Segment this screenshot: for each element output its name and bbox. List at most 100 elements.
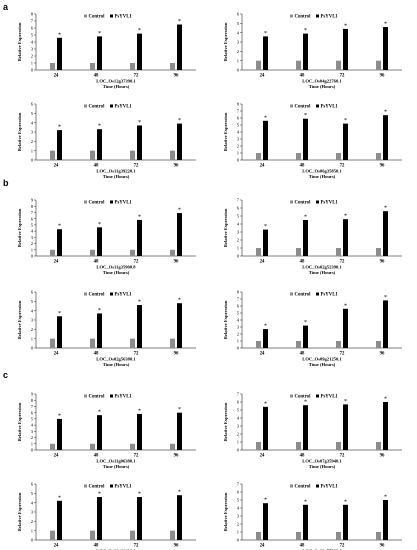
x-tick-label: 24 bbox=[54, 454, 59, 459]
x-axis-title: Time (Hours) bbox=[309, 464, 336, 469]
bar-treatment-24 bbox=[263, 120, 268, 160]
x-axis-title: Time (Hours) bbox=[103, 464, 130, 469]
legend-label-control: Control bbox=[89, 201, 106, 206]
significance-star: * bbox=[304, 28, 307, 34]
gene-label: LOC_Os03g57330.1 bbox=[302, 549, 342, 550]
significance-star: * bbox=[98, 492, 101, 498]
legend-label-control: Control bbox=[295, 485, 312, 490]
bar-treatment-48 bbox=[97, 313, 102, 348]
legend-swatch-control bbox=[84, 292, 87, 296]
x-tick-label: 96 bbox=[174, 74, 179, 79]
y-tick-label: 2 bbox=[237, 144, 240, 149]
bar-treatment-48 bbox=[303, 504, 308, 540]
x-tick-label: 24 bbox=[260, 544, 265, 549]
bar-control-72 bbox=[336, 153, 341, 160]
bar-control-24 bbox=[256, 532, 261, 540]
legend-label-control: Control bbox=[295, 395, 312, 400]
gene-label: LOC_Os02g56380.1 bbox=[96, 357, 136, 362]
bar-treatment-96 bbox=[383, 27, 388, 70]
y-tick-label: 2 bbox=[237, 238, 240, 243]
legend-label-treatment: PsYVL1 bbox=[115, 15, 133, 20]
significance-star: * bbox=[264, 324, 267, 330]
y-tick-label: 0 bbox=[237, 346, 240, 351]
legend-label-control: Control bbox=[295, 15, 312, 20]
bar-treatment-72 bbox=[343, 123, 348, 160]
x-tick-label: 48 bbox=[94, 454, 99, 459]
significance-star: * bbox=[178, 298, 181, 304]
y-tick-label: 5 bbox=[31, 222, 34, 227]
significance-star: * bbox=[304, 215, 307, 221]
bar-treatment-24 bbox=[263, 229, 268, 256]
y-axis-label: Relative Expression bbox=[17, 300, 22, 339]
significance-star: * bbox=[138, 28, 141, 34]
significance-star: * bbox=[178, 118, 181, 124]
significance-star: * bbox=[58, 311, 61, 317]
x-tick-label: 96 bbox=[174, 260, 179, 265]
x-tick-label: 24 bbox=[260, 260, 265, 265]
y-tick-label: 0 bbox=[237, 538, 240, 543]
bar-control-72 bbox=[130, 249, 135, 256]
chart-10: Relative Expression 0 1 2 3 4 5 6 7 Control PsYVL1… bbox=[223, 392, 402, 469]
chart-2: Relative Expression 0 1 2 3 4 5 6 Control PsYVL1 *… bbox=[223, 12, 402, 89]
y-tick-label: 4 bbox=[31, 308, 34, 313]
y-tick-label: 0 bbox=[237, 68, 240, 73]
bar-treatment-48 bbox=[97, 497, 102, 540]
y-tick-label: 3 bbox=[31, 510, 34, 515]
x-tick-label: 96 bbox=[380, 260, 385, 265]
y-tick-label: 8 bbox=[237, 102, 240, 107]
y-tick-label: 1 bbox=[237, 151, 240, 156]
legend-label-treatment: PsYVL1 bbox=[321, 15, 339, 20]
x-tick-label: 96 bbox=[174, 164, 179, 169]
significance-star: * bbox=[344, 303, 347, 309]
bar-control-48 bbox=[90, 443, 95, 450]
y-tick-label: 1 bbox=[31, 148, 34, 153]
y-tick-label: 3 bbox=[31, 318, 34, 323]
bar-treatment-24 bbox=[263, 329, 268, 348]
bar-treatment-72 bbox=[137, 219, 142, 256]
x-tick-label: 24 bbox=[54, 164, 59, 169]
bar-treatment-48 bbox=[303, 33, 308, 70]
bar-control-96 bbox=[376, 153, 381, 160]
x-axis-title: Time (Hours) bbox=[309, 270, 336, 275]
legend-label-treatment: PsYVL1 bbox=[321, 293, 339, 298]
y-tick-label: 0 bbox=[237, 158, 240, 163]
y-tick-label: 2 bbox=[237, 49, 240, 54]
bar-control-48 bbox=[90, 338, 95, 348]
bar-treatment-72 bbox=[343, 308, 348, 348]
bar-treatment-96 bbox=[177, 412, 182, 450]
legend-swatch-treatment bbox=[110, 200, 113, 204]
legend-label-treatment: PsYVL1 bbox=[321, 485, 339, 490]
legend-swatch-control bbox=[84, 484, 87, 488]
significance-star: * bbox=[344, 118, 347, 124]
bar-control-96 bbox=[170, 530, 175, 540]
bar-control-48 bbox=[296, 442, 301, 450]
legend-swatch-control bbox=[84, 394, 87, 398]
x-tick-label: 72 bbox=[340, 260, 345, 265]
chart-3: Relative Expression 0 1 2 3 4 5 6 Control PsYVL1 *… bbox=[17, 102, 196, 179]
bar-treatment-72 bbox=[137, 33, 142, 70]
y-tick-label: 5 bbox=[237, 214, 240, 219]
bar-treatment-72 bbox=[343, 404, 348, 450]
y-tick-label: 2 bbox=[31, 139, 34, 144]
bar-control-48 bbox=[90, 150, 95, 160]
bar-control-48 bbox=[296, 532, 301, 540]
chart-1: Relative Expression 0 1 2 3 4 5 6 7 8 Control PsYVL… bbox=[17, 12, 196, 89]
y-tick-label: 5 bbox=[237, 123, 240, 128]
y-tick-label: 0 bbox=[237, 254, 240, 259]
significance-star: * bbox=[98, 308, 101, 314]
y-tick-label: 7 bbox=[237, 109, 240, 114]
bar-treatment-96 bbox=[383, 115, 388, 160]
legend-label-control: Control bbox=[89, 485, 106, 490]
y-tick-label: 5 bbox=[31, 491, 34, 496]
bar-treatment-96 bbox=[177, 303, 182, 348]
y-tick-label: 0 bbox=[31, 68, 34, 73]
significance-star: * bbox=[98, 222, 101, 228]
bar-control-48 bbox=[296, 341, 301, 348]
y-tick-label: 3 bbox=[31, 47, 34, 52]
y-tick-label: 6 bbox=[31, 290, 34, 295]
y-tick-label: 6 bbox=[31, 482, 34, 487]
y-tick-label: 5 bbox=[237, 21, 240, 26]
x-tick-label: 96 bbox=[174, 454, 179, 459]
y-tick-label: 1 bbox=[31, 247, 34, 252]
